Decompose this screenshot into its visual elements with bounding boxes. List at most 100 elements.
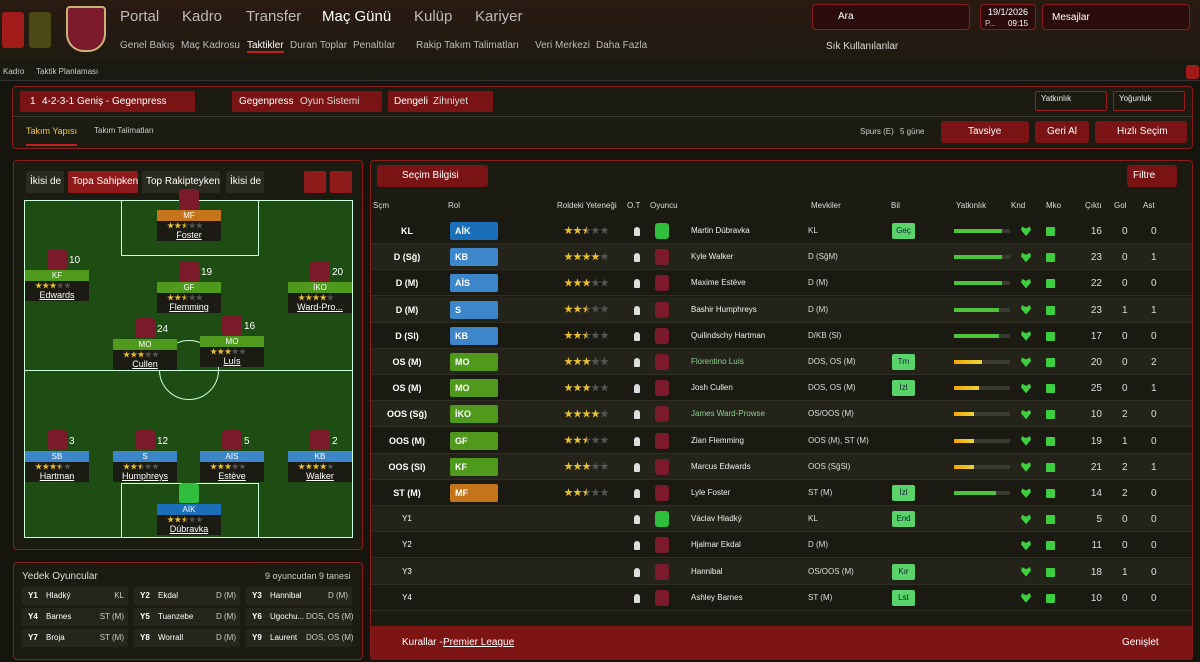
button-label[interactable]: Geri Al — [1047, 126, 1078, 137]
primary-nav-item[interactable]: Kariyer — [475, 8, 523, 25]
table-row[interactable]: OS (M) MO Josh Cullen DOS, OS (M) İzl 25 0 1 — [371, 375, 1192, 402]
table-row[interactable]: KL AİK Martin Dúbravka KL Geç 16 0 0 — [371, 218, 1192, 244]
secondary-nav-item[interactable]: Taktikler — [247, 40, 284, 53]
pitch-player-name[interactable]: Dúbravka — [169, 524, 209, 534]
role-chip[interactable] — [450, 457, 498, 476]
table-row[interactable]: Y4 Ashley Barnes ST (M) Lst 10 0 0 — [371, 584, 1192, 611]
pitch-player-name[interactable]: Flemming — [169, 302, 209, 312]
pitch-player-name[interactable]: Humphreys — [121, 471, 168, 481]
role-chip[interactable] — [450, 274, 498, 293]
pitch-player-name[interactable]: Foster — [176, 230, 202, 240]
breadcrumb[interactable]: Taktik Planlaması — [36, 67, 99, 76]
tab[interactable]: Takım Yapısı — [26, 126, 78, 146]
secondary-nav-item[interactable]: Duran Toplar — [290, 40, 348, 51]
primary-nav-item[interactable]: Transfer — [246, 8, 302, 25]
footer-expand[interactable]: Genişlet — [1122, 637, 1159, 648]
shortcuts[interactable]: Sık Kullanılanlar — [826, 41, 899, 52]
search-label[interactable]: Ara — [838, 11, 854, 22]
role-chip[interactable] — [450, 326, 498, 345]
table-row[interactable]: OOS (Sl) KF Marcus Edwards OOS (SğSl) 21 2 1 — [371, 453, 1192, 480]
messages-box[interactable] — [1042, 4, 1190, 30]
button-label[interactable]: Tavsiye — [968, 126, 1002, 137]
secondary-nav-item[interactable]: Rakip Takım Talimatları — [416, 40, 519, 51]
dropdown[interactable] — [232, 91, 382, 112]
column-header[interactable]: Roldeki Yeteneği — [557, 201, 617, 210]
table-row[interactable]: Y2 Hjalmar Ekdal D (M) 11 0 0 — [371, 532, 1192, 559]
player-name[interactable]: Lyle Foster — [691, 488, 731, 497]
table-row[interactable]: OOS (M) GF Zian Flemming OOS (M), ST (M) 19 1… — [371, 427, 1192, 454]
table-row[interactable]: D (M) AİS Maxime Estève D (M) 22 0 0 — [371, 270, 1192, 297]
pitch-button[interactable] — [330, 171, 352, 193]
player-name[interactable]: Ashley Barnes — [691, 592, 743, 602]
player-name[interactable]: Josh Cullen — [691, 383, 733, 393]
secondary-nav-item[interactable]: Penaltılar — [353, 40, 396, 51]
button[interactable] — [941, 121, 1029, 143]
column-header[interactable]: Mko — [1046, 201, 1062, 210]
secondary-nav-item[interactable]: Maç Kadrosu — [181, 40, 240, 51]
selection-label[interactable]: Seçim Bilgisi — [402, 170, 459, 181]
player-name[interactable]: Václav Hladký — [691, 514, 742, 524]
role-chip[interactable] — [450, 222, 498, 240]
table-row[interactable]: Y1 Václav Hladký KL End 5 0 0 — [371, 506, 1192, 533]
player-name[interactable]: Maxime Estève — [691, 278, 746, 288]
table-row[interactable]: OS (M) MO Florentino Luís DOS, OS (M) Trn 20 0… — [371, 349, 1192, 375]
pitch-player-name[interactable]: Luís — [223, 356, 241, 366]
role-chip[interactable] — [450, 248, 498, 267]
dropdown[interactable] — [20, 91, 195, 112]
column-header[interactable]: Sçm — [373, 201, 389, 210]
primary-nav-item[interactable]: Portal — [120, 8, 160, 25]
table-row[interactable]: Y3 Hannibal OS/OOS (M) Kır 18 1 0 — [371, 558, 1192, 585]
column-header[interactable]: Çıktı — [1085, 201, 1102, 210]
player-name[interactable]: Bashir Humphreys — [691, 304, 757, 314]
pitch-player-name[interactable]: Hartman — [39, 471, 75, 481]
player-name[interactable]: Florentino Luís — [691, 357, 744, 366]
column-header[interactable]: Yatkınlık — [956, 201, 987, 210]
forward-button[interactable] — [29, 12, 51, 48]
player-name[interactable]: James Ward-Prowse — [691, 409, 765, 419]
table-row[interactable]: D (Sl) KB Quilindschy Hartman D/KB (Sl) 17 0 0 — [371, 322, 1192, 349]
table-row[interactable]: D (Sğ) KB Kyle Walker D (SğM) 23 0 1 — [371, 244, 1192, 271]
primary-nav-item[interactable]: Maç Günü — [322, 8, 392, 25]
table-row[interactable]: ST (M) MF Lyle Foster ST (M) İzl 14 2 0 — [371, 480, 1192, 506]
role-chip[interactable] — [450, 300, 498, 319]
player-name[interactable]: Kyle Walker — [691, 252, 734, 262]
column-header[interactable]: Mevkiler — [811, 201, 841, 210]
messages[interactable]: Mesajlar — [1052, 12, 1090, 23]
role-chip[interactable] — [450, 405, 498, 424]
primary-nav-item[interactable]: Kulüp — [414, 8, 453, 25]
selection-button[interactable] — [377, 165, 488, 187]
secondary-nav-item[interactable]: Veri Merkezi — [535, 40, 591, 51]
column-header[interactable]: Oyuncu — [650, 201, 678, 210]
column-header[interactable]: O.T — [627, 201, 641, 210]
player-name[interactable]: Hannibal — [691, 566, 723, 576]
column-header[interactable]: Knd — [1011, 201, 1026, 210]
role-chip[interactable] — [450, 353, 498, 371]
back-button[interactable] — [2, 12, 24, 48]
secondary-nav-item[interactable]: Genel Bakış — [120, 40, 175, 51]
close-button[interactable] — [1186, 65, 1199, 79]
player-name[interactable]: Hjalmar Ekdal — [691, 540, 741, 550]
phase-tab[interactable]: Topa Sahipken — [68, 171, 138, 193]
button-label[interactable]: Hızlı Seçim — [1117, 126, 1168, 137]
filter-button[interactable] — [1127, 165, 1177, 187]
dropdown[interactable] — [388, 91, 493, 112]
player-name[interactable]: Martin Dúbravka — [691, 226, 750, 235]
phase-tab[interactable]: Top Rakipteyken — [142, 171, 220, 193]
table-row[interactable]: OOS (Sğ) İKO James Ward-Prowse OS/OOS (M) 10… — [371, 401, 1192, 428]
date-box[interactable] — [980, 4, 1036, 30]
pitch-player-name[interactable]: Ward-Pro... — [297, 302, 343, 312]
primary-nav-item[interactable]: Kadro — [182, 8, 223, 25]
phase-tab[interactable]: İkisi de — [26, 171, 64, 193]
footer-league[interactable]: Premier League — [443, 637, 515, 648]
player-name[interactable]: Zian Flemming — [691, 435, 744, 445]
pitch-player-name[interactable]: Cullen — [132, 359, 158, 369]
button[interactable] — [1095, 121, 1187, 143]
column-header[interactable]: Rol — [448, 201, 461, 210]
button[interactable] — [1035, 121, 1089, 143]
breadcrumb[interactable]: Kadro — [3, 67, 25, 76]
column-header[interactable]: Ast — [1143, 201, 1155, 210]
pitch-player-name[interactable]: Walker — [306, 471, 334, 481]
phase-tab[interactable]: İkisi de — [226, 171, 264, 193]
filter-label[interactable]: Filtre — [1133, 170, 1156, 181]
tab[interactable]: Takım Talimatları — [94, 126, 154, 135]
